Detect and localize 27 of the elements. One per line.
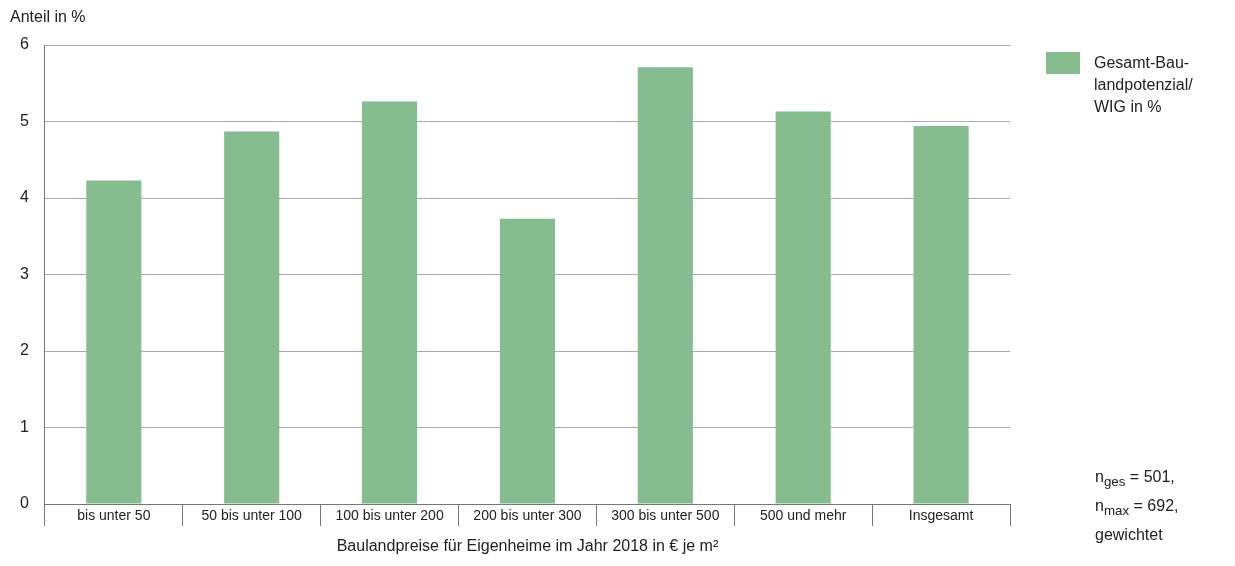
x-tick-label: 300 bis unter 500	[611, 507, 720, 524]
x-tick-label: 500 und mehr	[759, 507, 847, 524]
text: gewichtet	[1095, 525, 1164, 546]
bar	[86, 180, 142, 504]
x-axis-title: Baulandpreise für Eigenheime im Jahr 2018 in € je m²	[336, 536, 719, 554]
y-tick-label: 4	[19, 188, 29, 206]
text: n$_{ges}$ = 501,	[1095, 467, 1176, 492]
x-tick-label: 200 bis unter 300	[473, 507, 582, 524]
y-tick-label: 3	[19, 264, 29, 282]
bar	[913, 126, 969, 504]
bar	[224, 131, 280, 504]
bar	[637, 67, 693, 504]
x-tick-label: 50 bis unter 100	[201, 507, 303, 524]
y-tick-label: 1	[19, 417, 29, 435]
y-tick-label: 0	[19, 494, 29, 512]
y-tick-label: 5	[19, 111, 29, 129]
y-axis-title: Anteil in %	[10, 8, 86, 26]
legend-label: Gesamt-Bau- landpotenzial/ WIG in %	[1094, 53, 1193, 117]
text: n$_{max}$ = 692,	[1095, 496, 1179, 521]
bar	[499, 218, 556, 504]
bar	[775, 111, 831, 504]
x-tick-label: 100 bis unter 200	[335, 507, 444, 524]
y-tick-label: 6	[19, 35, 29, 53]
x-tick-label: Insgesamt	[908, 507, 974, 524]
y-tick-label: 2	[19, 341, 29, 359]
bar	[362, 101, 418, 504]
x-tick-label: bis unter 50	[77, 507, 151, 524]
